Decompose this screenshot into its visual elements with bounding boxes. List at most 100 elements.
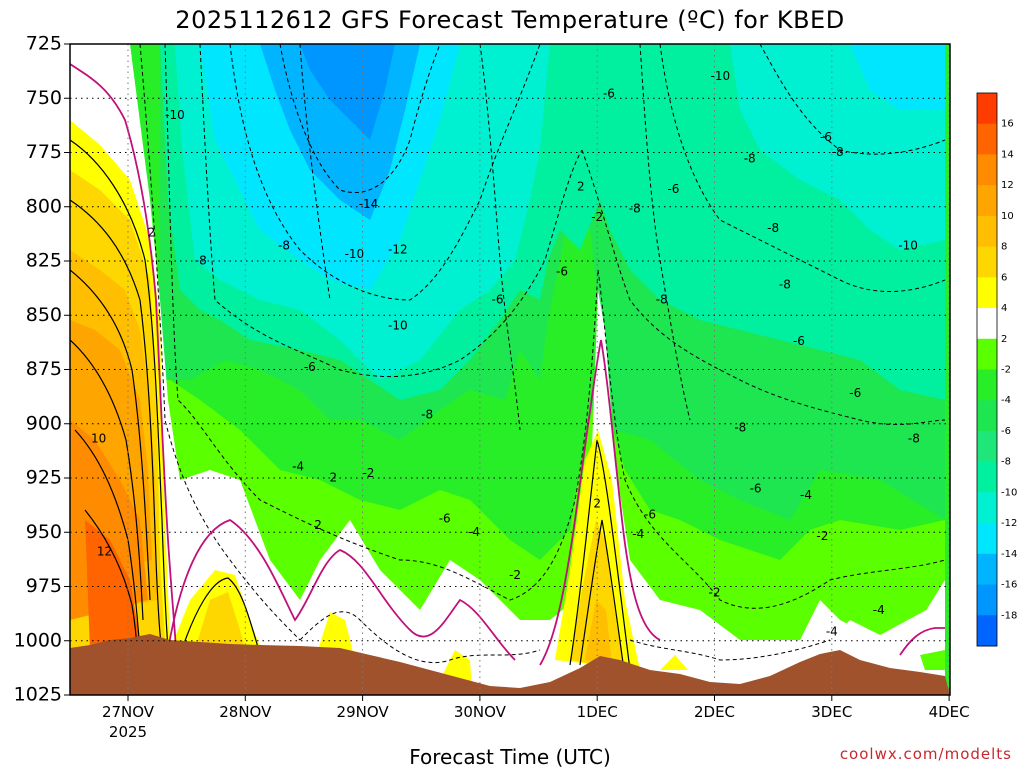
- colorbar-segment-17: [977, 615, 997, 647]
- contour-label-24: -4: [632, 527, 644, 541]
- contour-solid-2: [70, 269, 151, 601]
- colorbar-segment-7: [977, 308, 997, 340]
- contour-label-33: -8: [779, 277, 791, 291]
- field-pocket-e: [660, 655, 688, 670]
- x-tick-label-4: 1DEC: [577, 703, 618, 721]
- colorbar-segment-11: [977, 430, 997, 463]
- colorbar-segment-8: [977, 338, 997, 370]
- contour-solid-8: [579, 519, 625, 671]
- colorbar-segment-2: [977, 154, 997, 186]
- x-tick-label-3: 30NOV: [454, 703, 507, 721]
- colorbar-frame: [976, 92, 998, 647]
- colorbar-segment-13: [977, 492, 997, 524]
- colorbar-label-15: -16: [1001, 580, 1017, 591]
- colorbar-label-6: 4: [1001, 303, 1007, 314]
- colorbar-segment-1: [977, 123, 997, 155]
- contour-label-35: -4: [800, 488, 812, 502]
- freezing-line-1: [167, 519, 516, 661]
- contour-label-5: -8: [278, 238, 290, 252]
- colorbar-label-2: 12: [1001, 180, 1014, 191]
- contour-label-6: -4: [292, 460, 304, 474]
- colorbar-label-7: 2: [1001, 334, 1007, 345]
- colorbar-segment-12: [977, 461, 997, 493]
- contour-label-27: -6: [667, 182, 679, 196]
- contour-label-17: -2: [509, 568, 521, 582]
- colorbar: 16 14 12 10 8 6 4 2 -2 -4 -6 -8 -10 -12 -14 -16 -18: [976, 92, 1017, 647]
- contour-label-38: -8: [832, 145, 844, 159]
- contour-dashed-11: [299, 44, 331, 301]
- colorbar-segment-4: [977, 215, 997, 248]
- contour-dashed-5: [659, 44, 946, 292]
- contour-dashed-0: [164, 44, 599, 601]
- contour-label-31: -6: [750, 481, 762, 495]
- contour-dashed-8: [139, 44, 301, 641]
- contour-label-2: -8: [195, 254, 207, 268]
- colorbar-label-9: -4: [1001, 395, 1011, 406]
- x-year-label: 2025: [109, 723, 147, 741]
- y-tick-label-3: 800: [26, 195, 62, 217]
- x-tick-label-0: 27NOV: [102, 703, 155, 721]
- colorbar-segment-10: [977, 400, 997, 432]
- colorbar-label-0: 16: [1001, 119, 1014, 130]
- y-axis: 725 750 775 800 825 850 875 900 925 950 975 1000 102…: [14, 33, 70, 706]
- contour-label-8: -10: [345, 247, 365, 261]
- colorbar-segment-9: [977, 369, 997, 401]
- contour-dashed-4: [229, 44, 541, 301]
- contour-label-37: -6: [820, 130, 832, 144]
- contour-label-23: 2: [593, 497, 601, 511]
- x-tick-label-7: 4DEC: [929, 703, 970, 721]
- contour-label-19: 2: [577, 180, 585, 194]
- contour-label-36: -2: [816, 529, 828, 543]
- contour-label-12: -10: [388, 319, 408, 333]
- colorbar-label-14: -14: [1001, 549, 1017, 560]
- contour-label-11: -2: [362, 466, 374, 480]
- field-band-minus14-right: [850, 44, 945, 110]
- contour-dashed-7: [759, 44, 946, 155]
- colorbar-label-5: 6: [1001, 272, 1007, 283]
- contour-label-21: -6: [603, 86, 615, 100]
- y-tick-label-11: 1000: [14, 629, 62, 651]
- colorbar-segment-6: [977, 277, 997, 309]
- colorbar-label-3: 10: [1001, 211, 1014, 222]
- x-tick-label-5: 2DEC: [694, 703, 735, 721]
- contour-label-4: -6: [304, 360, 316, 374]
- contour-label-44: -10: [711, 69, 731, 83]
- x-tick-label-1: 28NOV: [219, 703, 272, 721]
- y-tick-label-5: 850: [26, 304, 62, 326]
- y-tick-label-0: 725: [26, 33, 62, 55]
- credit-text: coolwx.com/modelts: [840, 745, 1012, 763]
- colorbar-segment-14: [977, 523, 997, 555]
- contour-label-3: 2: [329, 471, 337, 485]
- contour-label-41: -4: [873, 603, 885, 617]
- field-side-green-bottom-right: [920, 650, 945, 670]
- y-tick-label-12: 1025: [14, 684, 62, 706]
- colorbar-label-4: 8: [1001, 242, 1007, 253]
- contour-label-16: -6: [492, 293, 504, 307]
- freezing-line-0: [70, 63, 177, 651]
- colorbar-segment-16: [977, 584, 997, 616]
- y-tick-label-4: 825: [26, 250, 62, 272]
- y-tick-label-6: 875: [26, 358, 62, 380]
- contour-label-9: -14: [359, 197, 379, 211]
- contour-label-18: -6: [556, 264, 568, 278]
- field-pocket-d-core: [585, 600, 612, 665]
- x-axis: 27NOV 28NOV 29NOV 30NOV 1DEC 2DEC 3DEC 4DEC 2025: [102, 695, 970, 741]
- contour-label-25: -6: [644, 507, 656, 521]
- contour-dashed-12: [479, 44, 521, 431]
- contour-label-45: 10: [91, 431, 106, 445]
- y-tick-label-1: 750: [26, 87, 62, 109]
- contour-solid-3: [70, 339, 144, 621]
- colorbar-segment-15: [977, 553, 997, 586]
- colorbar-label-10: -6: [1001, 426, 1011, 437]
- contour-label-22: -8: [629, 201, 641, 215]
- contour-solid-0: [70, 139, 169, 651]
- y-tick-label-2: 775: [26, 141, 62, 163]
- contour-label-28: -2: [709, 586, 721, 600]
- contour-label-0: -10: [165, 108, 185, 122]
- contour-label-34: -6: [793, 334, 805, 348]
- colorbar-segment-3: [977, 185, 997, 217]
- contour-dashed-10: [629, 639, 831, 661]
- freezing-line-2: [539, 339, 661, 666]
